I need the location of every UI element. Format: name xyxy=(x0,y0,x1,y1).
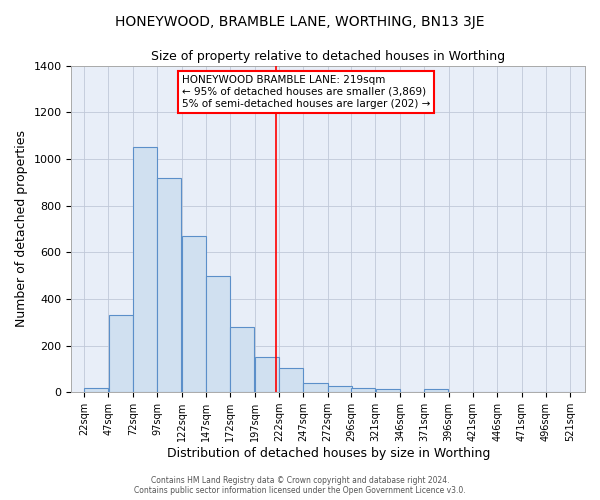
Title: Size of property relative to detached houses in Worthing: Size of property relative to detached ho… xyxy=(151,50,505,63)
Bar xyxy=(109,315,133,392)
Bar xyxy=(424,390,448,392)
Text: Contains HM Land Registry data © Crown copyright and database right 2024.
Contai: Contains HM Land Registry data © Crown c… xyxy=(134,476,466,495)
Bar xyxy=(304,383,328,392)
Text: HONEYWOOD, BRAMBLE LANE, WORTHING, BN13 3JE: HONEYWOOD, BRAMBLE LANE, WORTHING, BN13 … xyxy=(115,15,485,29)
Bar xyxy=(206,276,230,392)
Bar xyxy=(255,357,279,392)
Y-axis label: Number of detached properties: Number of detached properties xyxy=(15,130,28,328)
Bar xyxy=(376,388,400,392)
Bar xyxy=(157,178,181,392)
Bar xyxy=(133,147,157,392)
Bar xyxy=(279,368,303,392)
Text: HONEYWOOD BRAMBLE LANE: 219sqm
← 95% of detached houses are smaller (3,869)
5% o: HONEYWOOD BRAMBLE LANE: 219sqm ← 95% of … xyxy=(182,76,430,108)
Bar xyxy=(84,388,108,392)
X-axis label: Distribution of detached houses by size in Worthing: Distribution of detached houses by size … xyxy=(167,447,490,460)
Bar xyxy=(328,386,352,392)
Bar xyxy=(230,327,254,392)
Bar xyxy=(182,236,206,392)
Bar xyxy=(351,388,376,392)
